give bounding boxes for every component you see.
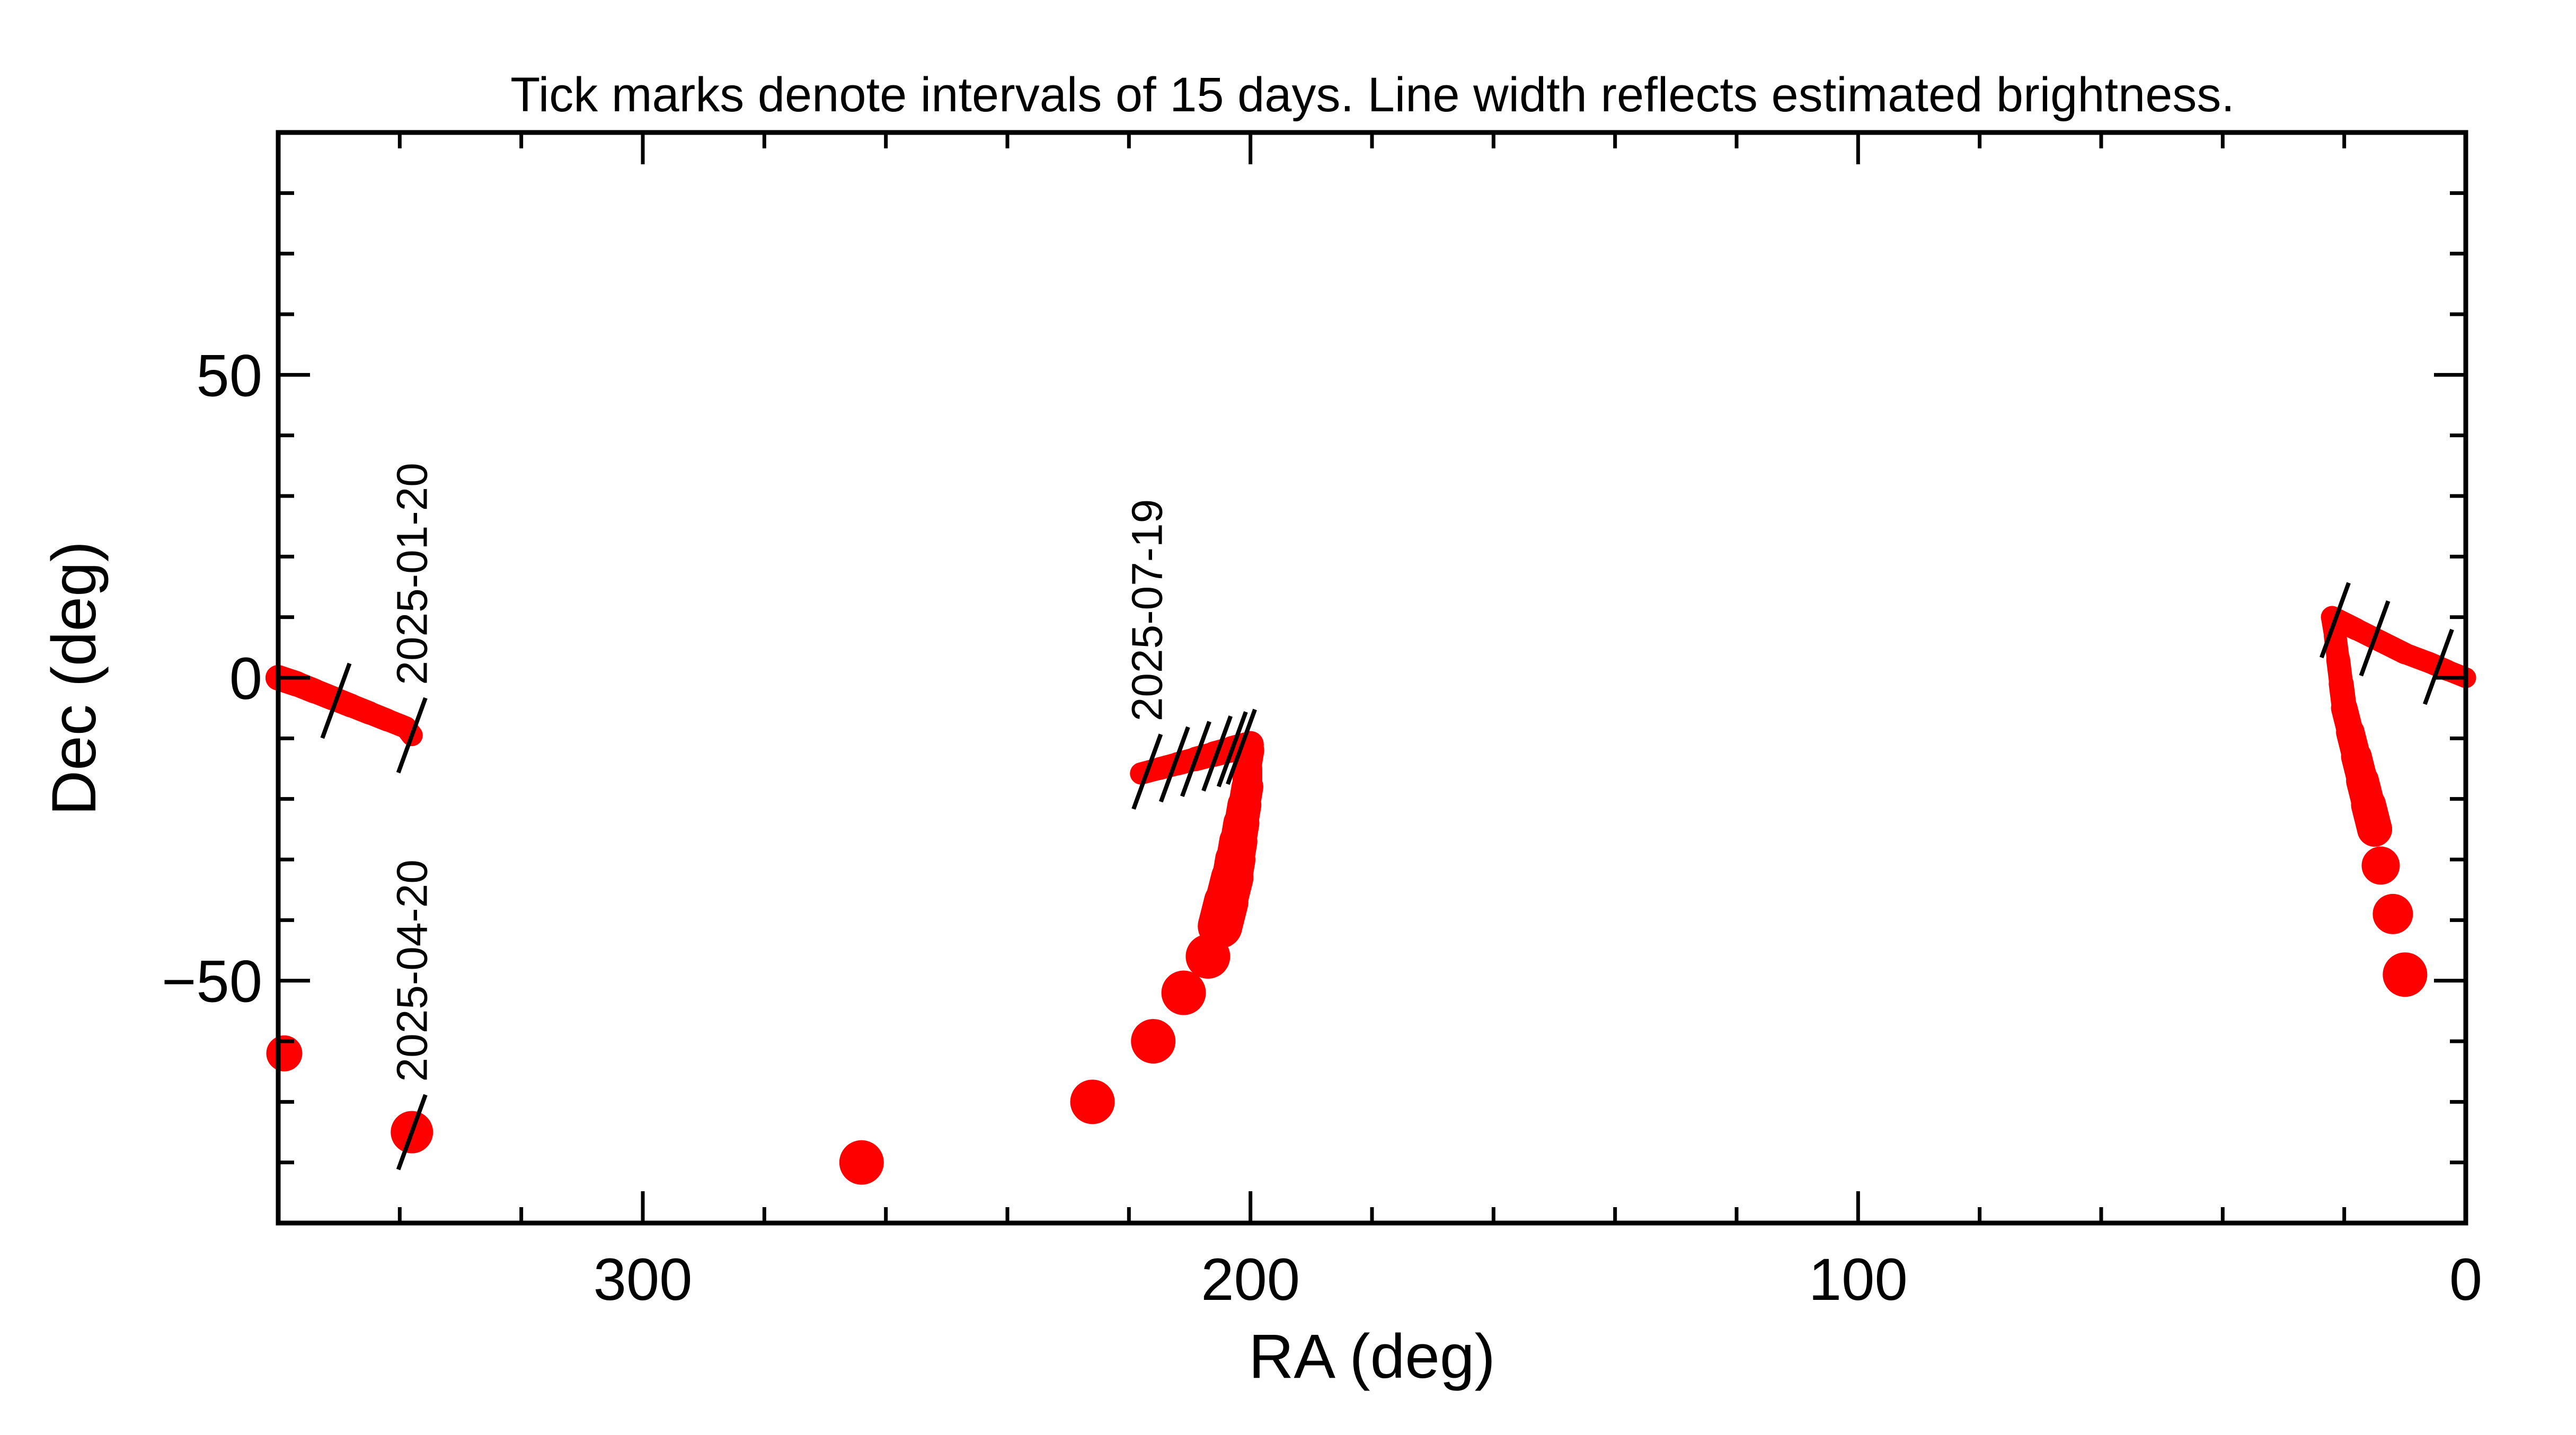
interval-tick-1 xyxy=(396,697,428,774)
x-tick-label: 100 xyxy=(1809,1246,1908,1313)
trajectory-point xyxy=(2342,742,2371,771)
trajectory-point xyxy=(839,1140,884,1185)
x-tick-label: 300 xyxy=(594,1246,693,1313)
interval-tick-6 xyxy=(1201,715,1233,792)
trajectory-point xyxy=(266,1035,303,1071)
trajectory-series-2 xyxy=(266,1035,303,1071)
trajectory-series-5 xyxy=(1131,1019,1176,1064)
x-axis-label: RA (deg) xyxy=(1249,1322,1495,1392)
interval-tick-2 xyxy=(396,1094,428,1171)
trajectory-point xyxy=(2347,765,2378,796)
interval-tick-10 xyxy=(2359,600,2391,677)
trajectory-point xyxy=(2361,846,2400,885)
date-label-2025-04-20: 2025-04-20 xyxy=(388,860,436,1082)
trajectory-series-11 xyxy=(2373,893,2413,934)
trajectory-point xyxy=(2332,695,2357,721)
x-tick-label: 0 xyxy=(2449,1246,2482,1313)
trajectory-series-13 xyxy=(2321,606,2392,847)
interval-tick-8 xyxy=(1226,708,1257,785)
plot-marks: 2025-01-20 2025-04-20 2025-07-19 xyxy=(265,463,2476,1185)
y-tick-label: 0 xyxy=(229,645,262,712)
trajectory-series-4 xyxy=(1070,1079,1115,1124)
trajectory-point xyxy=(1070,1079,1115,1124)
trajectory-point xyxy=(2383,952,2428,997)
trajectory-series-10 xyxy=(2383,952,2428,997)
interval-tick-4 xyxy=(1158,726,1190,803)
trajectory-series-6 xyxy=(1161,970,1206,1015)
interval-tick-9 xyxy=(2320,582,2351,659)
trajectory-point xyxy=(302,679,327,704)
trajectory-point xyxy=(2345,618,2368,641)
trajectory-point xyxy=(2437,660,2458,681)
trajectory-point xyxy=(1131,1019,1176,1064)
trajectory-point xyxy=(2329,671,2353,696)
trajectory-series-12 xyxy=(2361,846,2400,885)
date-label-2025-01-20: 2025-01-20 xyxy=(388,463,436,685)
interval-tick-11 xyxy=(2422,628,2454,705)
trajectory-point xyxy=(2373,893,2413,934)
trajectory-point xyxy=(339,694,363,718)
trajectory-point xyxy=(1161,970,1206,1015)
trajectory-point xyxy=(2326,648,2350,671)
interval-tick-5 xyxy=(1180,721,1211,798)
y-tick-label: −50 xyxy=(162,949,262,1015)
plot-frame xyxy=(276,130,2468,1226)
trajectory-series-3 xyxy=(839,1140,884,1185)
interval-tick-0 xyxy=(320,662,352,739)
trajectory-point xyxy=(1148,757,1171,780)
trajectory-point xyxy=(2394,643,2416,665)
chart-title: Tick marks denote intervals of 15 days. … xyxy=(510,68,2235,122)
interval-tick-3 xyxy=(1131,733,1163,810)
y-tick-label: 50 xyxy=(196,342,262,409)
trajectory-point xyxy=(376,709,399,732)
trajectory-point xyxy=(2337,719,2364,746)
axes: 300 200 100 0 50 0 −50 xyxy=(162,130,2482,1313)
date-label-2025-07-19: 2025-07-19 xyxy=(1123,499,1172,721)
trajectory-point xyxy=(2419,652,2440,674)
trajectory-point xyxy=(2352,789,2385,822)
trajectory-point xyxy=(358,701,381,724)
interval-tick-7 xyxy=(1216,711,1248,787)
x-tick-label: 200 xyxy=(1201,1246,1300,1313)
y-axis-label: Dec (deg) xyxy=(39,541,109,816)
